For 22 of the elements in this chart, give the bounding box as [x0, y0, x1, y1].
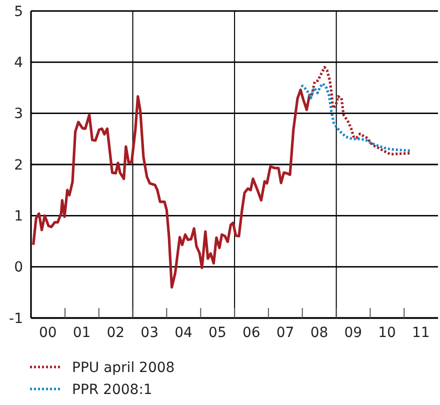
- x-tick-label: 11: [412, 325, 430, 341]
- x-tick-label: 08: [310, 325, 328, 341]
- x-tick-label: 07: [276, 325, 294, 341]
- y-tick-label: 1: [14, 208, 23, 225]
- x-tick-label: 00: [38, 325, 57, 341]
- x-tick-label: 10: [378, 325, 396, 341]
- x-tick-label: 05: [208, 325, 226, 341]
- y-tick-label: 4: [14, 55, 24, 72]
- x-tick-label: 03: [140, 325, 158, 341]
- line-series: [300, 82, 412, 152]
- y-tick-label: 2: [14, 157, 23, 174]
- x-tick-label: 02: [106, 325, 125, 341]
- x-tick-label: 01: [72, 325, 91, 341]
- x-tick-label: 04: [174, 325, 193, 341]
- legend-label: PPR 2008:1: [72, 382, 152, 398]
- y-tick-label: 3: [14, 106, 23, 122]
- y-tick-label: -1: [9, 310, 23, 327]
- y-tick-label: 0: [14, 260, 23, 276]
- x-tick-label: 09: [344, 325, 362, 341]
- x-tick-label: 06: [242, 325, 260, 341]
- y-tick-label: 5: [14, 4, 23, 20]
- legend-label: PPU april 2008: [72, 360, 175, 376]
